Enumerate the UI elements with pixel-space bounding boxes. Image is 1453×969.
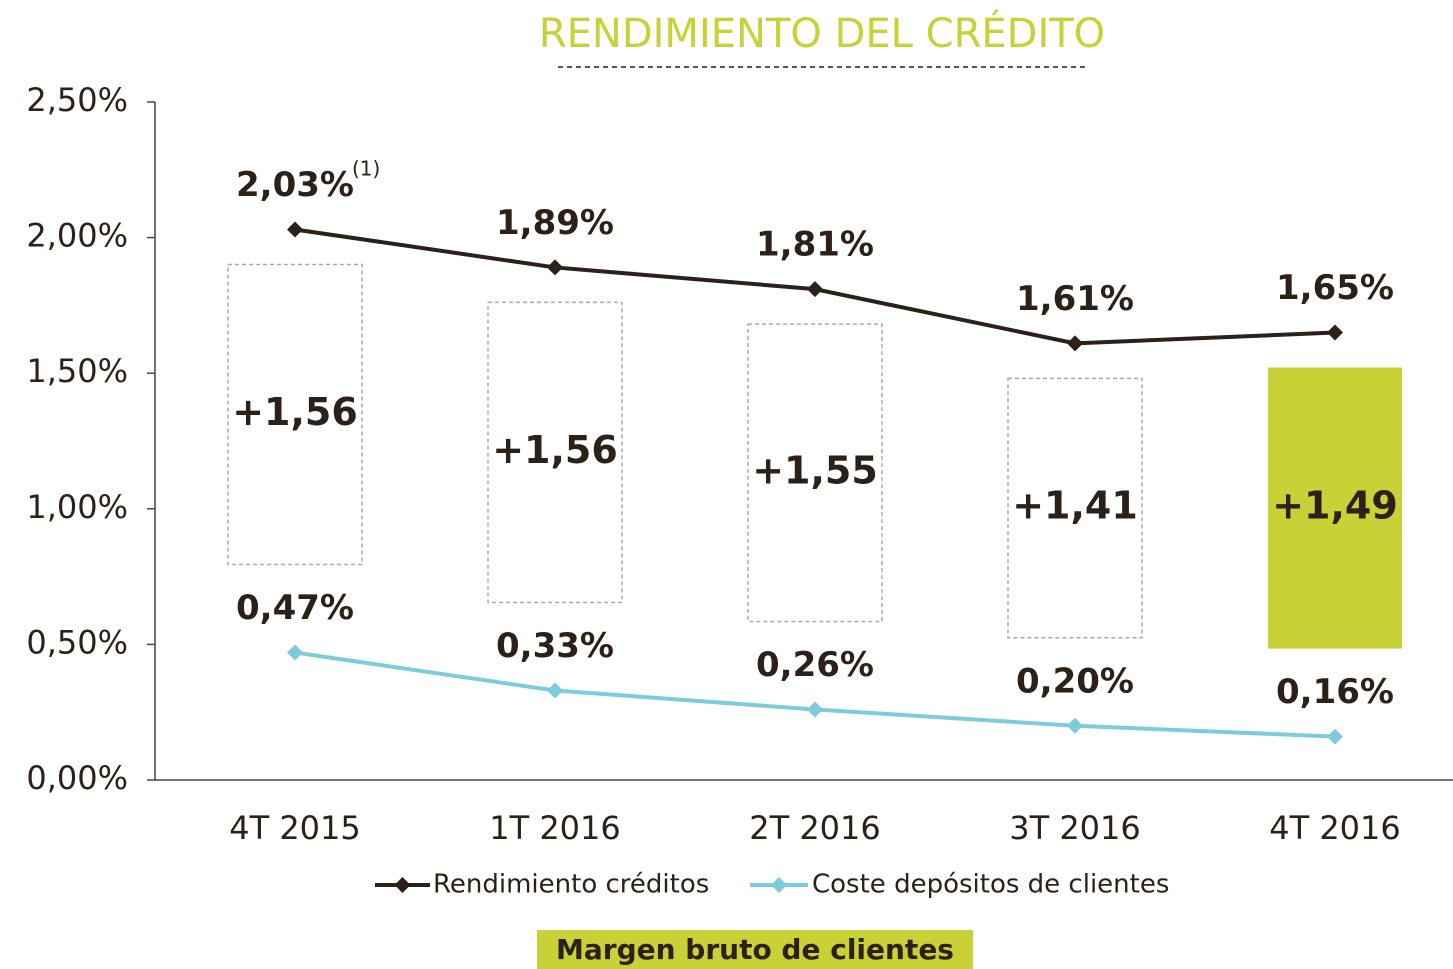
margin-label: +1,56 [492, 428, 618, 472]
point [547, 682, 563, 699]
point [1327, 324, 1343, 341]
point [1067, 717, 1083, 734]
point [807, 701, 823, 718]
margin-label: +1,56 [232, 390, 358, 434]
annotation: (1) [352, 157, 380, 181]
x-tick-label: 3T 2016 [1009, 809, 1141, 847]
point [1327, 728, 1343, 745]
margin-label: +1,49 [1272, 484, 1398, 528]
margin-box [487, 301, 623, 604]
x-tick-label: 4T 2016 [1269, 809, 1401, 847]
y-tick-label: 0,50% [26, 623, 128, 661]
y-tick-label: 1,00% [26, 488, 128, 526]
y-tick-label: 2,50% [26, 81, 128, 119]
margin-box [747, 323, 883, 623]
margin-legend-label: Margen bruto de clientes [556, 933, 954, 966]
margin-box [1268, 367, 1402, 649]
point [287, 644, 303, 661]
data-label: 2,03% [236, 165, 354, 205]
data-label: 1,89% [496, 203, 614, 243]
x-tick-label: 1T 2016 [489, 809, 621, 847]
data-label: 1,65% [1276, 268, 1394, 308]
legend-label: Coste depósitos de clientes [812, 870, 1169, 900]
data-label: 0,47% [236, 588, 354, 628]
legend-marker [394, 877, 411, 893]
y-tick-label: 1,50% [26, 352, 128, 390]
x-tick-label: 4T 2015 [229, 809, 361, 847]
margin-box [227, 263, 363, 566]
data-label: 0,16% [1276, 672, 1394, 712]
data-label: 0,20% [1016, 661, 1134, 701]
data-label: 0,33% [496, 626, 614, 666]
point [807, 281, 823, 298]
point [547, 259, 563, 276]
margin-label: +1,55 [752, 448, 878, 492]
data-label: 1,61% [1016, 279, 1134, 319]
y-tick-label: 0,00% [26, 759, 128, 797]
x-tick-label: 2T 2016 [749, 809, 881, 847]
legend-label: Rendimiento créditos [433, 870, 709, 900]
margin-legend-box [537, 930, 973, 969]
y-tick-label: 2,00% [26, 217, 128, 255]
legend-marker [771, 877, 787, 893]
point [1067, 335, 1083, 352]
chart-title: RENDIMIENTO DEL CRÉDITO [539, 9, 1105, 57]
margin-box [1007, 377, 1143, 639]
point [287, 221, 303, 238]
data-label: 0,26% [756, 645, 874, 685]
margin-label: +1,41 [1012, 484, 1138, 528]
data-label: 1,81% [756, 225, 874, 265]
